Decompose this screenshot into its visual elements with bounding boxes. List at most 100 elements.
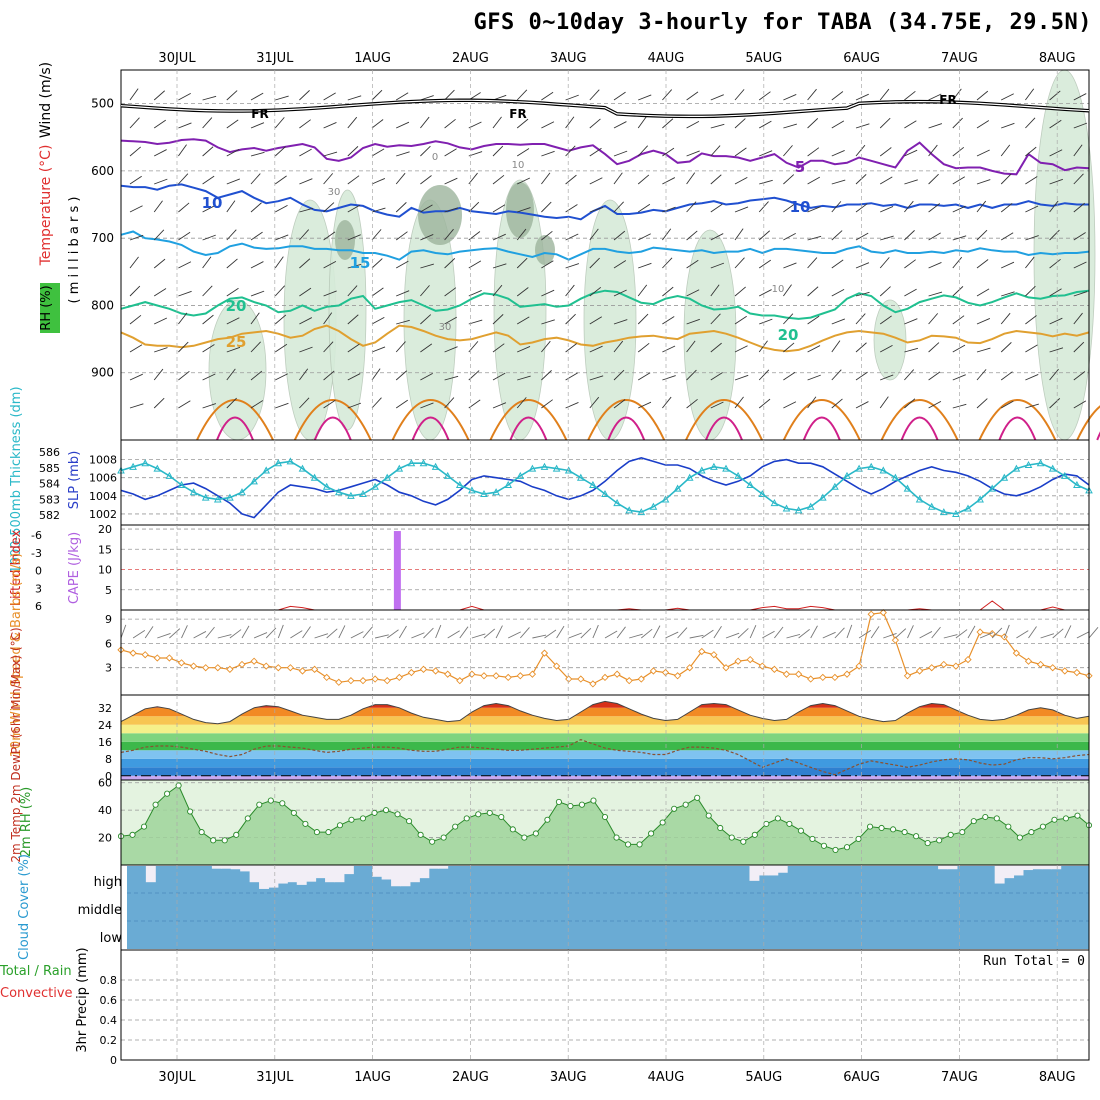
isotherm-label: 10 bbox=[790, 198, 811, 216]
wind-barb bbox=[323, 399, 336, 409]
wind-barb bbox=[976, 369, 987, 381]
rh-marker bbox=[671, 805, 678, 812]
wind-barb bbox=[807, 176, 821, 185]
wind-barb bbox=[323, 290, 337, 297]
thickness-marker bbox=[334, 488, 343, 496]
wind-speed-marker bbox=[1049, 664, 1057, 672]
wind-barb bbox=[444, 316, 458, 325]
thickness-marker bbox=[177, 480, 186, 488]
wind-barb bbox=[250, 202, 262, 213]
wind-barb bbox=[565, 145, 576, 157]
cloud-level-label: middle bbox=[78, 903, 122, 918]
wind-barb bbox=[855, 203, 868, 213]
wind-speed-marker bbox=[444, 670, 452, 678]
cloud-cover-bar bbox=[334, 866, 345, 883]
wind-barb bbox=[444, 228, 454, 241]
wind-barb bbox=[217, 634, 232, 639]
wind-barb bbox=[347, 343, 360, 353]
wind-barb bbox=[468, 260, 482, 269]
wind-speed-marker bbox=[262, 662, 270, 670]
wind-speed-marker bbox=[807, 675, 815, 683]
wind-barb bbox=[129, 344, 143, 353]
wind-barb bbox=[928, 123, 943, 129]
wind-speed-marker bbox=[468, 670, 476, 678]
wind-barb bbox=[662, 89, 673, 101]
cloud-cover-bar bbox=[947, 866, 958, 870]
wind-barb bbox=[347, 234, 361, 241]
rh-shading bbox=[1033, 69, 1096, 441]
wind-speed-marker bbox=[165, 654, 174, 662]
wind-barb bbox=[762, 630, 775, 639]
wind-barb bbox=[759, 150, 773, 157]
slp-line bbox=[120, 456, 1090, 519]
wind-barb bbox=[541, 91, 554, 101]
thickness-marker bbox=[528, 464, 537, 472]
cape-tick-label: 15 bbox=[98, 543, 112, 556]
thickness-marker bbox=[843, 471, 851, 479]
rh-marker bbox=[705, 812, 712, 819]
rh-contour-label: 30 bbox=[328, 187, 341, 198]
wind-barb bbox=[807, 315, 820, 325]
labels-layer: 30JUL 30JUL 31JUL 31JUL 1AUG 1AUG 2AUG 2AUG 3AUG… bbox=[0, 51, 1076, 1085]
wind-barb bbox=[299, 229, 310, 241]
li-axis-label: Lifted Index bbox=[9, 529, 24, 606]
rh-marker bbox=[890, 826, 897, 833]
cloud-cover-bar bbox=[268, 866, 279, 888]
wind-barb bbox=[928, 342, 940, 353]
rh-tick-label: 40 bbox=[98, 804, 112, 817]
wind-barb bbox=[928, 313, 939, 325]
wind-speed-marker bbox=[988, 630, 996, 638]
thickness-marker bbox=[1060, 471, 1069, 479]
wind-barb bbox=[541, 399, 553, 409]
cloud-cover-bar bbox=[211, 866, 222, 869]
wind-speed-marker bbox=[915, 667, 924, 675]
wind-barb bbox=[516, 228, 527, 241]
wind-barb bbox=[879, 257, 890, 269]
wind-barb bbox=[153, 397, 165, 409]
thickness-marker bbox=[879, 466, 888, 474]
date-label-bottom: 7AUG bbox=[941, 1070, 978, 1085]
wind-barb bbox=[565, 233, 579, 241]
wind-barb bbox=[855, 93, 869, 101]
wind-barb bbox=[202, 314, 214, 325]
wind-barb bbox=[565, 116, 575, 129]
panel-frame bbox=[120, 524, 1090, 611]
wind-speed-marker bbox=[395, 673, 403, 682]
isotherm-arc-hot bbox=[607, 416, 646, 441]
wind-barb bbox=[444, 118, 456, 129]
wind-speed-marker bbox=[407, 668, 416, 677]
wind-barb bbox=[169, 628, 181, 639]
isotherm-arc-hot bbox=[509, 416, 548, 441]
rh-marker bbox=[244, 815, 251, 822]
wind-barb bbox=[758, 259, 772, 269]
rh-marker bbox=[256, 801, 263, 808]
wind-barb bbox=[710, 284, 720, 297]
thickness-marker bbox=[867, 462, 876, 470]
thickness-marker bbox=[564, 466, 573, 474]
wind-barb bbox=[637, 313, 649, 325]
wind-speed-marker bbox=[698, 647, 706, 656]
isotherm-arc bbox=[1076, 405, 1100, 441]
wind-barb bbox=[420, 175, 432, 185]
wind-barb bbox=[662, 257, 673, 269]
wind-barb bbox=[879, 344, 893, 353]
wind-speed-marker bbox=[770, 665, 779, 673]
wind-barb bbox=[1001, 291, 1015, 297]
panel-frame bbox=[120, 609, 1090, 696]
rh-contour-label: 30 bbox=[439, 322, 452, 333]
wind-barb bbox=[565, 284, 575, 297]
temp-line bbox=[120, 700, 1090, 725]
wind-barb bbox=[1000, 371, 1013, 381]
thickness-marker bbox=[831, 482, 839, 490]
wind-barb bbox=[589, 345, 603, 353]
wind-barb bbox=[395, 202, 407, 213]
wind-barb bbox=[396, 121, 410, 129]
wind-barb bbox=[274, 117, 285, 129]
thickness-marker bbox=[722, 464, 730, 472]
rh-marker bbox=[521, 834, 528, 841]
wind-barb bbox=[202, 403, 217, 409]
thickness-marker bbox=[976, 495, 984, 503]
rh-marker bbox=[452, 823, 459, 830]
wind-barb bbox=[589, 375, 604, 381]
